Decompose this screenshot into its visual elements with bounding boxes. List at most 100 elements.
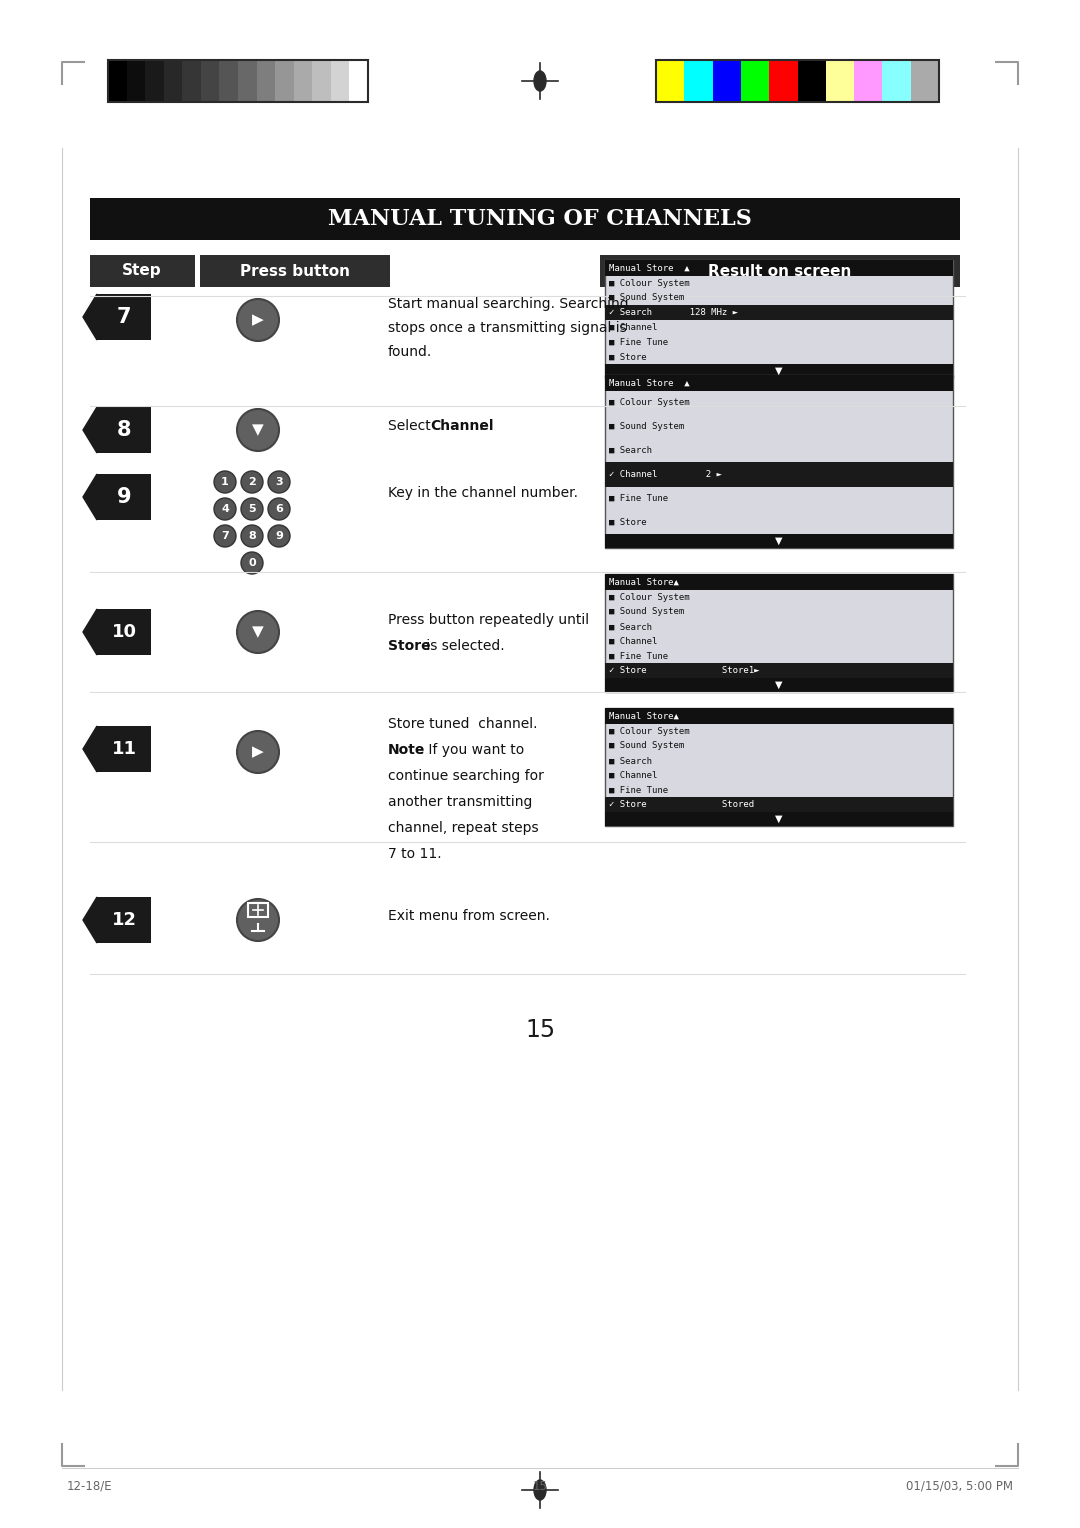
Text: 15: 15 bbox=[525, 1018, 555, 1042]
Bar bbox=[605, 364, 953, 377]
Bar bbox=[685, 60, 713, 102]
Text: ▼: ▼ bbox=[775, 680, 783, 691]
Text: 15: 15 bbox=[532, 1479, 548, 1493]
Text: another transmitting: another transmitting bbox=[388, 795, 532, 808]
Polygon shape bbox=[83, 293, 97, 341]
Text: ▶: ▶ bbox=[252, 313, 264, 327]
Bar bbox=[294, 60, 313, 102]
Text: 01/15/03, 5:00 PM: 01/15/03, 5:00 PM bbox=[906, 1479, 1013, 1493]
Bar bbox=[605, 260, 953, 377]
Text: 7: 7 bbox=[117, 307, 132, 327]
Text: continue searching for: continue searching for bbox=[388, 769, 544, 782]
Circle shape bbox=[241, 498, 264, 520]
Text: ■ Store: ■ Store bbox=[609, 518, 647, 527]
Text: ▼: ▼ bbox=[252, 625, 264, 640]
Text: ■ Sound System: ■ Sound System bbox=[609, 293, 685, 303]
Text: is selected.: is selected. bbox=[422, 639, 504, 652]
Text: MANUAL TUNING OF CHANNELS: MANUAL TUNING OF CHANNELS bbox=[328, 208, 752, 231]
Bar bbox=[126, 60, 146, 102]
Text: ■ Colour System: ■ Colour System bbox=[609, 278, 690, 287]
Bar bbox=[145, 60, 164, 102]
Polygon shape bbox=[83, 726, 97, 772]
Bar bbox=[605, 575, 953, 692]
Text: ▼: ▼ bbox=[252, 423, 264, 437]
Text: Press button repeatedly until: Press button repeatedly until bbox=[388, 613, 589, 626]
Text: ■ Colour System: ■ Colour System bbox=[609, 593, 690, 602]
Bar bbox=[201, 60, 220, 102]
Text: ▶: ▶ bbox=[252, 744, 264, 759]
Text: Result on screen: Result on screen bbox=[708, 263, 852, 278]
Text: Start manual searching. Searching: Start manual searching. Searching bbox=[388, 296, 629, 312]
Bar bbox=[90, 199, 960, 240]
Text: ■ Fine Tune: ■ Fine Tune bbox=[609, 785, 669, 795]
Bar bbox=[910, 60, 940, 102]
Ellipse shape bbox=[534, 70, 546, 92]
Circle shape bbox=[241, 471, 264, 494]
Text: 10: 10 bbox=[111, 623, 136, 642]
Bar bbox=[350, 60, 368, 102]
Text: 11: 11 bbox=[111, 740, 136, 758]
Text: 2: 2 bbox=[248, 477, 256, 487]
Text: : If you want to: : If you want to bbox=[415, 743, 525, 756]
Text: 9: 9 bbox=[117, 487, 132, 507]
Circle shape bbox=[214, 498, 237, 520]
Circle shape bbox=[268, 471, 291, 494]
Text: Manual Store  ▲: Manual Store ▲ bbox=[609, 263, 690, 272]
Bar bbox=[605, 811, 953, 827]
Text: Manual Store▲: Manual Store▲ bbox=[609, 578, 679, 587]
Bar bbox=[605, 798, 953, 813]
Text: 6: 6 bbox=[275, 504, 283, 513]
Text: 1: 1 bbox=[221, 477, 229, 487]
Circle shape bbox=[237, 410, 279, 451]
Polygon shape bbox=[83, 897, 97, 943]
Bar bbox=[605, 678, 953, 692]
Bar bbox=[605, 260, 953, 277]
Text: ■ Fine Tune: ■ Fine Tune bbox=[609, 338, 669, 347]
Bar bbox=[97, 406, 151, 452]
Text: 9: 9 bbox=[275, 532, 283, 541]
Text: .: . bbox=[478, 419, 483, 432]
Text: ■ Channel: ■ Channel bbox=[609, 322, 658, 332]
Text: 0: 0 bbox=[248, 558, 256, 568]
Bar bbox=[108, 60, 127, 102]
Bar bbox=[605, 374, 953, 549]
Bar bbox=[882, 60, 912, 102]
Text: 12-18/E: 12-18/E bbox=[67, 1479, 112, 1493]
Bar bbox=[605, 707, 953, 827]
Text: ■ Search: ■ Search bbox=[609, 622, 652, 631]
Circle shape bbox=[214, 471, 237, 494]
Text: ■ Search: ■ Search bbox=[609, 446, 652, 455]
Bar bbox=[97, 897, 151, 943]
Text: ✓ Store              Stored: ✓ Store Stored bbox=[609, 801, 754, 810]
Bar bbox=[605, 575, 953, 590]
Bar bbox=[656, 60, 939, 102]
Bar bbox=[97, 610, 151, 656]
Text: 7: 7 bbox=[221, 532, 229, 541]
Text: ✓ Channel         2 ►: ✓ Channel 2 ► bbox=[609, 471, 721, 478]
Bar bbox=[97, 293, 151, 341]
Bar bbox=[97, 474, 151, 520]
Bar bbox=[238, 60, 257, 102]
Bar bbox=[854, 60, 883, 102]
Text: ■ Channel: ■ Channel bbox=[609, 637, 658, 646]
Bar bbox=[257, 60, 275, 102]
Text: 5: 5 bbox=[248, 504, 256, 513]
Circle shape bbox=[214, 526, 237, 547]
Bar bbox=[200, 255, 390, 287]
Bar bbox=[97, 726, 151, 772]
Text: ■ Sound System: ■ Sound System bbox=[609, 422, 685, 431]
Bar bbox=[248, 903, 268, 917]
Text: found.: found. bbox=[388, 345, 432, 359]
Text: 7 to 11.: 7 to 11. bbox=[388, 847, 442, 860]
Text: Store tuned  channel.: Store tuned channel. bbox=[388, 717, 538, 730]
Text: Press button: Press button bbox=[240, 263, 350, 278]
Bar bbox=[600, 255, 960, 287]
Circle shape bbox=[241, 552, 264, 575]
Text: Manual Store▲: Manual Store▲ bbox=[609, 712, 679, 721]
Text: Step: Step bbox=[122, 263, 162, 278]
Text: Exit menu from screen.: Exit menu from screen. bbox=[388, 909, 550, 923]
Polygon shape bbox=[83, 406, 97, 452]
Text: 8: 8 bbox=[117, 420, 132, 440]
Text: channel, repeat steps: channel, repeat steps bbox=[388, 821, 539, 834]
Bar bbox=[90, 255, 195, 287]
